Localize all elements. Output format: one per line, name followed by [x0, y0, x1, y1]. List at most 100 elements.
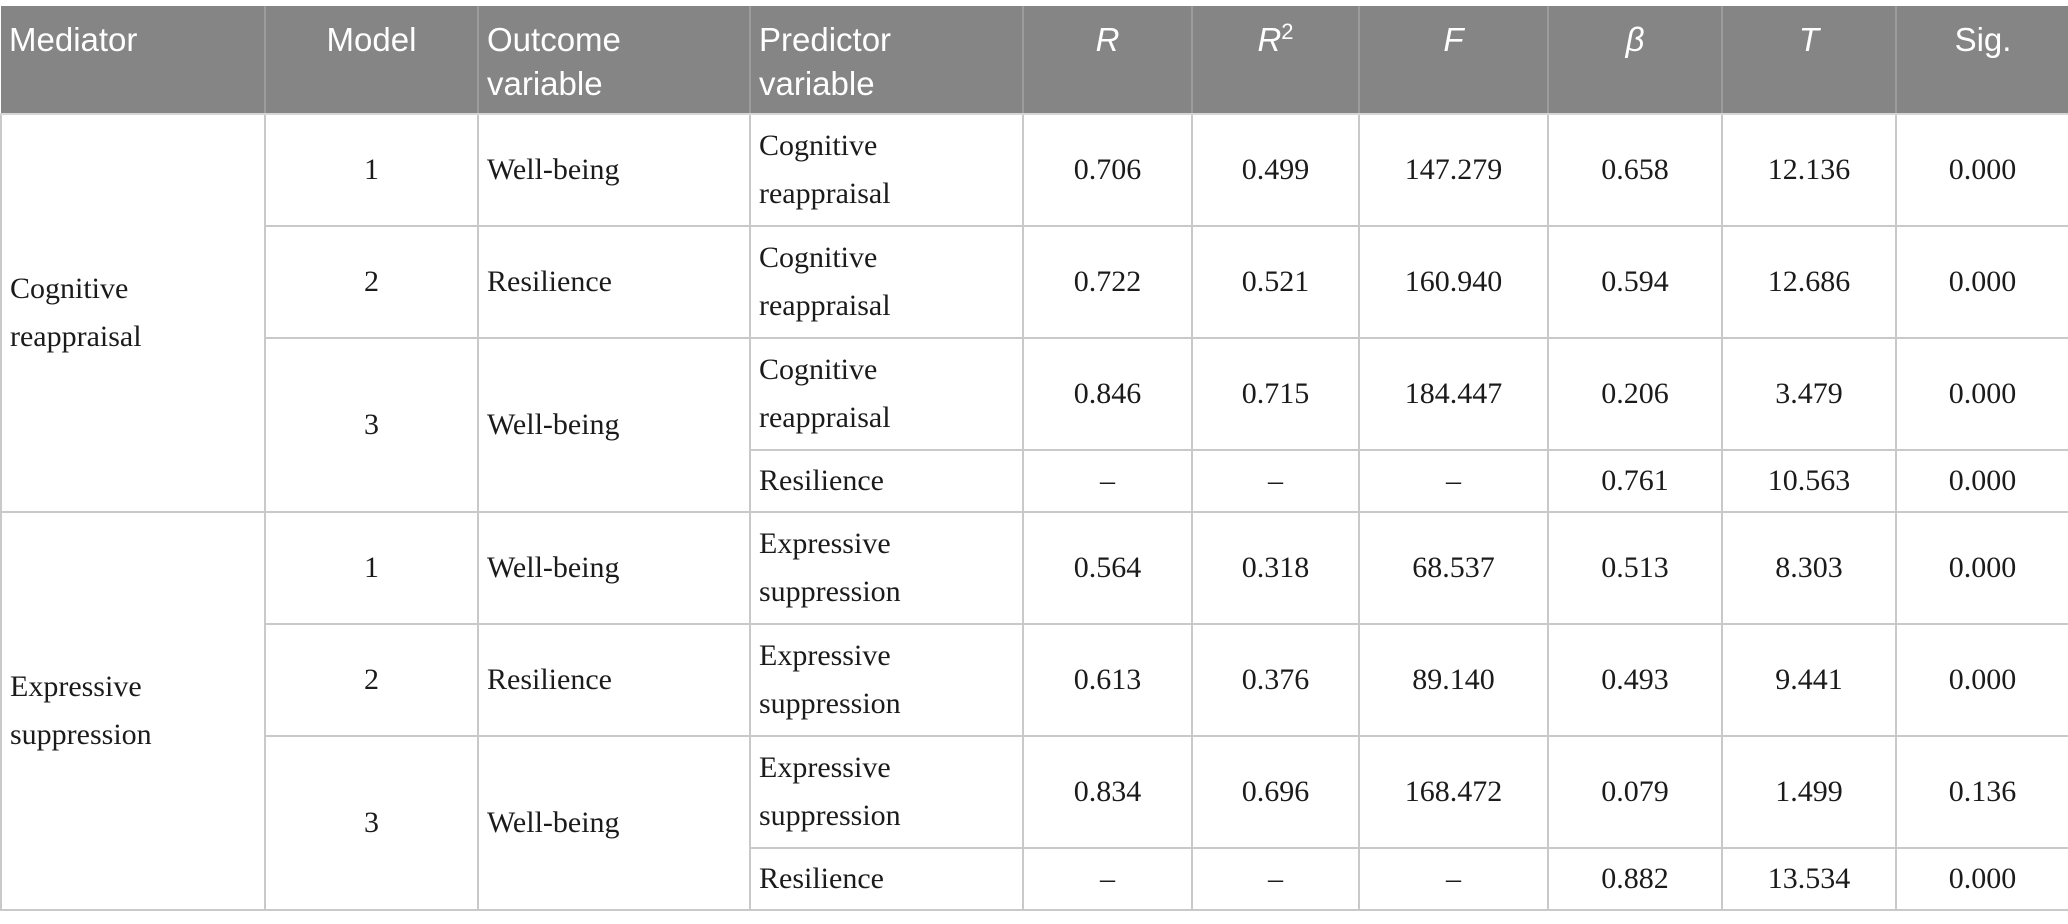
table-row: Resilience – – – 0.882 13.534 0.000: [1, 847, 2068, 911]
cell-t: 1.499: [1721, 735, 1897, 849]
cell-r2: –: [1191, 449, 1360, 513]
table-header: Mediator Model Outcome variable Predicto…: [1, 6, 2068, 115]
cell-predictor: Cognitive reappraisal: [749, 337, 1024, 451]
cell-outcome: Well-being: [477, 735, 751, 911]
cell-f: 147.279: [1358, 113, 1549, 227]
header-r2-base: R: [1257, 21, 1282, 58]
cell-t: 3.479: [1721, 337, 1897, 451]
cell-outcome: Well-being: [477, 511, 751, 625]
cell-beta: 0.761: [1547, 449, 1723, 513]
cell-r2: 0.318: [1191, 511, 1360, 625]
cell-beta: 0.658: [1547, 113, 1723, 227]
cell-beta: 0.206: [1547, 337, 1723, 451]
cell-r2: 0.715: [1191, 337, 1360, 451]
cell-outcome: Well-being: [477, 113, 751, 227]
header-r-squared: R2: [1191, 6, 1359, 115]
cell-outcome: Resilience: [477, 225, 751, 339]
cell-f: 168.472: [1358, 735, 1549, 849]
header-sig: Sig.: [1895, 6, 2068, 115]
cell-sig: 0.000: [1895, 337, 2068, 451]
header-f-label: F: [1443, 21, 1464, 58]
cell-predictor: Expressive suppression: [749, 623, 1024, 737]
cell-predictor: Expressive suppression: [749, 735, 1024, 849]
cell-r: 0.706: [1022, 113, 1193, 227]
cell-f: 68.537: [1358, 511, 1549, 625]
cell-r2: 0.521: [1191, 225, 1360, 339]
cell-f: 160.940: [1358, 225, 1549, 339]
header-row: Mediator Model Outcome variable Predicto…: [1, 6, 2068, 115]
header-t-label: T: [1798, 21, 1820, 58]
cell-t: 13.534: [1721, 847, 1897, 911]
cell-predictor: Cognitive reappraisal: [749, 113, 1024, 227]
cell-beta: 0.882: [1547, 847, 1723, 911]
header-f: F: [1358, 6, 1548, 115]
cell-model: 3: [264, 735, 479, 911]
cell-outcome: Well-being: [477, 337, 751, 513]
cell-r2: 0.499: [1191, 113, 1360, 227]
table-row: Resilience – – – 0.761 10.563 0.000: [1, 449, 2068, 513]
table-row: 3 Well-being Expressive suppression 0.83…: [1, 735, 2068, 911]
header-r2-superscript: 2: [1281, 19, 1294, 44]
table-row: 3 Well-being Cognitive reappraisal 0.846…: [1, 337, 2068, 513]
table-row: Cognitive reappraisal 1 Well-being Cogni…: [0, 113, 2068, 513]
cell-sig: 0.000: [1895, 113, 2068, 227]
cell-mediator: Expressive suppression: [0, 511, 266, 911]
cell-predictor: Resilience: [749, 449, 1024, 513]
cell-r: 0.834: [1022, 735, 1193, 849]
cell-beta: 0.493: [1547, 623, 1723, 737]
header-predictor-variable: Predictor variable: [749, 6, 1023, 115]
header-model: Model: [264, 6, 478, 115]
header-predictor-label: Predictor variable: [759, 21, 892, 102]
header-beta-label: β: [1625, 21, 1645, 58]
cell-model: 2: [264, 225, 479, 339]
cell-sig: 0.136: [1895, 735, 2068, 849]
mediation-regression-table: Mediator Model Outcome variable Predicto…: [0, 6, 2068, 911]
cell-t: 12.136: [1721, 113, 1897, 227]
table-body: Cognitive reappraisal 1 Well-being Cogni…: [0, 113, 2068, 911]
cell-sig: 0.000: [1895, 511, 2068, 625]
cell-sig: 0.000: [1895, 225, 2068, 339]
cell-beta: 0.513: [1547, 511, 1723, 625]
cell-r: 0.613: [1022, 623, 1193, 737]
header-mediator: Mediator: [1, 6, 265, 115]
header-mediator-label: Mediator: [9, 21, 138, 58]
cell-f: 184.447: [1358, 337, 1549, 451]
header-t: T: [1721, 6, 1896, 115]
cell-r2: 0.376: [1191, 623, 1360, 737]
header-model-label: Model: [326, 21, 417, 58]
cell-r: –: [1022, 449, 1193, 513]
cell-predictor: Resilience: [749, 847, 1024, 911]
cell-model: 3: [264, 337, 479, 513]
header-r: R: [1022, 6, 1192, 115]
cell-sig: 0.000: [1895, 449, 2068, 513]
cell-t: 8.303: [1721, 511, 1897, 625]
header-sig-label: Sig.: [1954, 21, 2012, 58]
table-row: 2 Resilience Cognitive reappraisal 0.722…: [1, 225, 2068, 339]
cell-model: 1: [264, 511, 479, 625]
cell-outcome: Resilience: [477, 623, 751, 737]
cell-t: 10.563: [1721, 449, 1897, 513]
cell-model: 2: [264, 623, 479, 737]
table-row: 2 Resilience Expressive suppression 0.61…: [1, 623, 2068, 737]
table-row: Expressive suppression 1 Well-being Expr…: [0, 511, 2068, 911]
header-r-label: R: [1095, 21, 1120, 58]
cell-beta: 0.594: [1547, 225, 1723, 339]
header-outcome-label: Outcome variable: [487, 21, 621, 102]
cell-r: 0.722: [1022, 225, 1193, 339]
cell-mediator: Cognitive reappraisal: [0, 113, 266, 513]
cell-sig: 0.000: [1895, 847, 2068, 911]
cell-r: 0.564: [1022, 511, 1193, 625]
cell-predictor: Cognitive reappraisal: [749, 225, 1024, 339]
cell-r2: 0.696: [1191, 735, 1360, 849]
cell-sig: 0.000: [1895, 623, 2068, 737]
cell-r: 0.846: [1022, 337, 1193, 451]
header-beta: β: [1547, 6, 1722, 115]
cell-beta: 0.079: [1547, 735, 1723, 849]
cell-f: 89.140: [1358, 623, 1549, 737]
cell-f: –: [1358, 449, 1549, 513]
cell-t: 9.441: [1721, 623, 1897, 737]
header-outcome-variable: Outcome variable: [477, 6, 750, 115]
cell-model: 1: [264, 113, 479, 227]
cell-predictor: Expressive suppression: [749, 511, 1024, 625]
